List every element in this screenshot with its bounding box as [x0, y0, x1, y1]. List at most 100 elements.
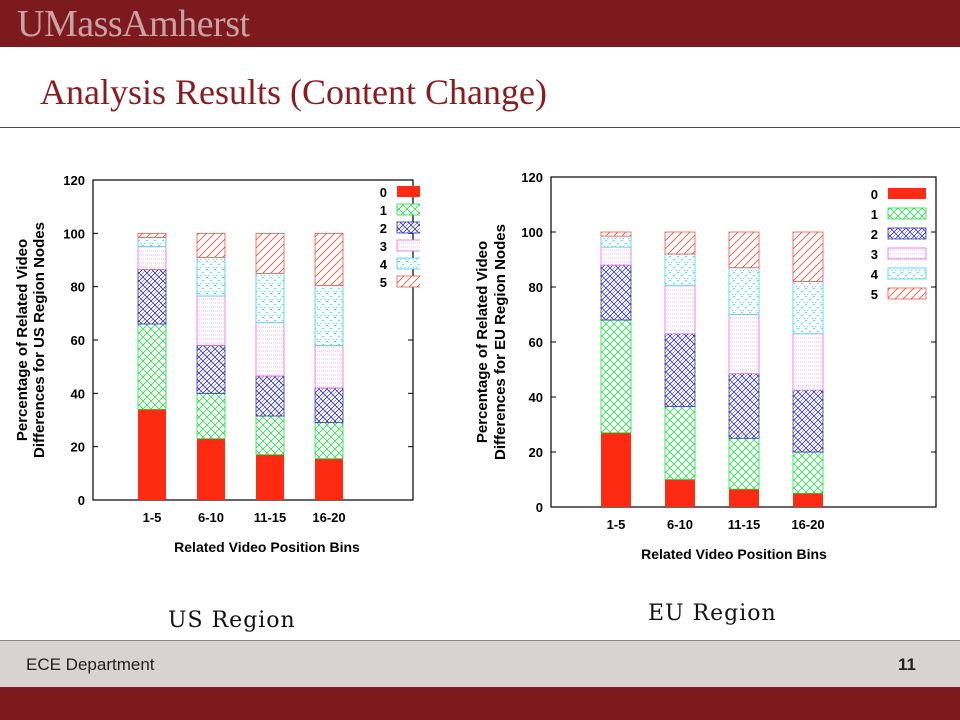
bar-segment-4-1-5 [137, 236, 167, 248]
bar-segment-0-1-5 [601, 432, 631, 507]
legend-swatch-1 [887, 207, 927, 220]
legend-swatch-0 [397, 186, 431, 197]
bar-segment-5-16-20 [792, 231, 824, 282]
university-logo: UMassAmherst [17, 3, 250, 45]
bar-segment-2-1-5 [137, 268, 167, 325]
header-bar: UMassAmherst [0, 0, 960, 47]
y-tick-label: 60 [71, 333, 85, 348]
x-axis-label: Related Video Position Bins [174, 539, 360, 555]
bar-segment-3-11-15 [255, 322, 285, 377]
bar-segment-0-11-15 [256, 454, 284, 500]
legend-label-5: 5 [871, 287, 878, 302]
legend-label-1: 1 [380, 203, 387, 218]
y-tick-label: 80 [529, 280, 543, 295]
legend-label-4: 4 [871, 267, 879, 282]
y-tick-label: 0 [536, 500, 543, 515]
legend-swatch-5 [887, 287, 927, 300]
bar-segment-1-16-20 [792, 451, 824, 494]
legend-swatch-3 [396, 239, 432, 252]
y-tick-label: 120 [63, 173, 85, 188]
bar-segment-3-16-20 [792, 333, 824, 391]
bar-segment-1-11-15 [255, 415, 285, 456]
bar-segment-4-11-15 [255, 272, 285, 324]
y-tick-label: 20 [71, 440, 85, 455]
us-chart-svg: 0 20 40 60 80 100 120 1-5 6-10 11-15 16-20 0 1 2 3 4 5 Re… [14, 173, 432, 555]
bar-segment-5-16-20 [314, 232, 344, 286]
eu-chart-svg: 0 20 40 60 80 100 120 1-5 6-10 11-15 16-20 0 1 2 3 4 5 Re… [474, 170, 937, 562]
y-tick-label: 120 [521, 170, 543, 185]
bar-segment-2-11-15 [728, 373, 760, 439]
bar-segment-5-6-10 [196, 232, 226, 258]
bar-segment-0-11-15 [729, 489, 759, 507]
x-axis-label: Related Video Position Bins [641, 546, 827, 562]
bar-segment-5-11-15 [728, 231, 760, 269]
x-tick-label: 1-5 [607, 517, 626, 532]
legend-label-4: 4 [380, 257, 388, 272]
y-tick-label: 20 [529, 445, 543, 460]
bar-segment-1-11-15 [728, 437, 760, 490]
bar-segment-2-6-10 [196, 344, 226, 394]
bar-segment-4-6-10 [196, 256, 226, 297]
bar-segment-0-6-10 [197, 438, 225, 500]
bar-segment-4-16-20 [314, 284, 344, 346]
legend-label-3: 3 [871, 247, 878, 262]
x-tick-label: 16-20 [791, 517, 824, 532]
x-tick-label: 16-20 [312, 510, 345, 525]
bar-segment-0-1-5 [138, 409, 166, 500]
bar-segment-5-1-5 [600, 231, 632, 237]
x-tick-label: 11-15 [254, 510, 287, 525]
legend-swatch-3 [887, 247, 927, 260]
y-tick-label: 40 [71, 386, 85, 401]
y-axis-label-line2: Differences for EU Region Nodes [492, 224, 509, 460]
us-region-chart: 0 20 40 60 80 100 120 1-5 6-10 11-15 16-20 0 1 2 3 4 5 Re… [14, 165, 432, 575]
bar-segment-3-6-10 [664, 285, 696, 335]
x-tick-label: 11-15 [728, 517, 761, 532]
bar-segment-2-11-15 [255, 375, 285, 417]
bar-segment-1-1-5 [137, 323, 167, 410]
bar-segment-0-6-10 [665, 479, 695, 507]
bar-segment-4-1-5 [600, 235, 632, 248]
bar-segment-5-1-5 [137, 232, 167, 238]
department-label: ECE Department [26, 655, 155, 674]
x-tick-label: 6-10 [198, 510, 224, 525]
legend-label-5: 5 [380, 275, 387, 290]
page-number: 11 [898, 655, 916, 674]
legend-swatch-0 [888, 188, 926, 199]
legend-swatch-2 [396, 221, 432, 234]
bar-segment-0-16-20 [315, 458, 343, 500]
y-tick-label: 100 [521, 225, 543, 240]
y-tick-label: 80 [71, 280, 85, 295]
bar-segment-1-1-5 [600, 319, 632, 434]
bar-segment-3-16-20 [314, 344, 344, 389]
legend-swatch-1 [396, 203, 432, 216]
title-divider [0, 127, 960, 128]
bar-segment-1-16-20 [314, 422, 344, 460]
bar-segment-0-16-20 [793, 493, 823, 507]
bar-segment-3-6-10 [196, 295, 226, 346]
legend-label-1: 1 [871, 207, 878, 222]
y-tick-label: 60 [529, 335, 543, 350]
y-axis-label-line1: Percentage of Related Video [474, 241, 491, 443]
legend-swatch-5 [396, 275, 432, 288]
bar-segment-3-1-5 [137, 246, 167, 270]
x-tick-label: 1-5 [143, 510, 162, 525]
bar-segment-2-16-20 [792, 389, 824, 453]
eu-region-chart: 0 20 40 60 80 100 120 1-5 6-10 11-15 16-20 0 1 2 3 4 5 Re… [470, 160, 940, 575]
legend-swatch-2 [887, 227, 927, 240]
y-tick-label: 100 [63, 226, 85, 241]
bar-segment-3-1-5 [600, 246, 632, 266]
bar-segment-5-11-15 [255, 232, 285, 274]
eu-region-caption: EU Region [648, 601, 777, 626]
y-tick-label: 40 [529, 390, 543, 405]
legend-swatch-4 [396, 257, 432, 270]
legend-label-0: 0 [871, 187, 878, 202]
bar-segment-2-1-5 [600, 264, 632, 321]
y-axis-label-line2: Differences for US Region Nodes [31, 222, 48, 458]
bar-segment-3-11-15 [728, 314, 760, 375]
legend-label-2: 2 [871, 227, 878, 242]
y-tick-label: 0 [78, 493, 85, 508]
bar-segment-4-16-20 [792, 281, 824, 335]
bar-segment-1-6-10 [664, 406, 696, 480]
legend-swatch-4 [887, 267, 927, 280]
bar-segment-4-11-15 [728, 267, 760, 315]
